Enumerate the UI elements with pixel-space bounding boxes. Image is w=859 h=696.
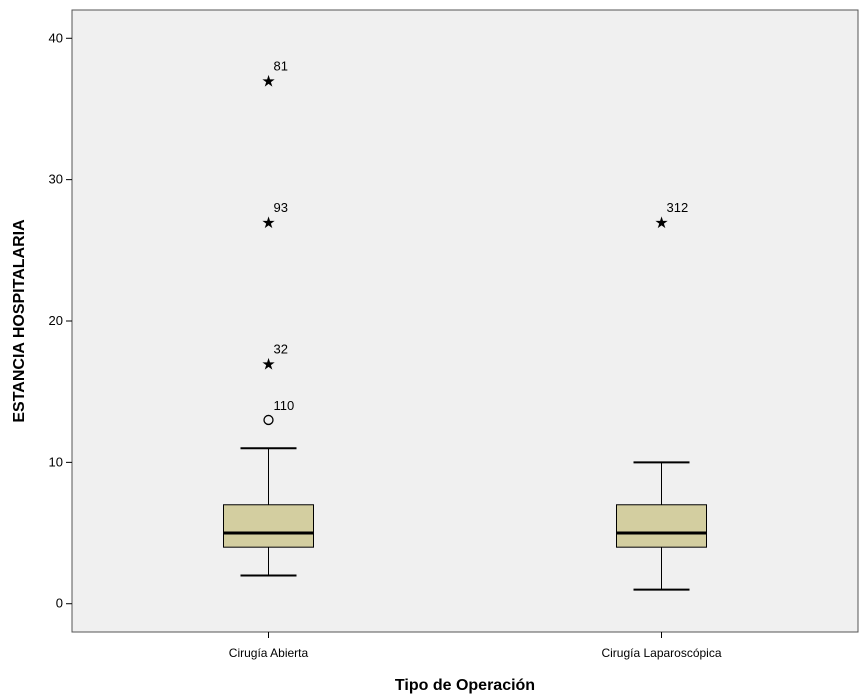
box-group: 110★32★93★81 <box>223 59 314 577</box>
box-group: ★312 <box>616 200 707 591</box>
y-tick-label: 30 <box>49 172 63 187</box>
outlier-label: 32 <box>274 341 288 356</box>
boxes: 110★32★93★81★312 <box>223 59 707 591</box>
outlier-star: ★ <box>261 213 275 232</box>
outlier-label: 312 <box>667 200 689 215</box>
outlier-star: ★ <box>654 213 668 232</box>
box-iqr <box>616 504 707 548</box>
x-tick-label: Cirugía Abierta <box>229 646 309 660</box>
x-axis-title: Tipo de Operación <box>395 677 535 694</box>
x-axis: Cirugía Abierta Cirugía Laparoscópica <box>229 632 722 660</box>
plot-area <box>71 9 859 633</box>
y-tick-label: 10 <box>49 454 63 469</box>
y-tick-label: 0 <box>56 596 63 611</box>
outlier-label: 93 <box>274 200 288 215</box>
y-axis: 0 10 20 30 40 <box>49 30 72 611</box>
outlier-circle <box>263 414 274 426</box>
outlier-star: ★ <box>261 354 275 373</box>
y-axis-title: ESTANCIA HOSPITALARIA <box>11 219 28 423</box>
y-tick-label: 40 <box>49 30 63 45</box>
y-tick-label: 20 <box>49 313 63 328</box>
x-tick-label: Cirugía Laparoscópica <box>601 646 721 660</box>
outlier-star: ★ <box>261 72 275 91</box>
box-iqr <box>223 504 314 548</box>
outlier-label: 110 <box>274 398 295 413</box>
outlier-label: 81 <box>274 59 288 74</box>
